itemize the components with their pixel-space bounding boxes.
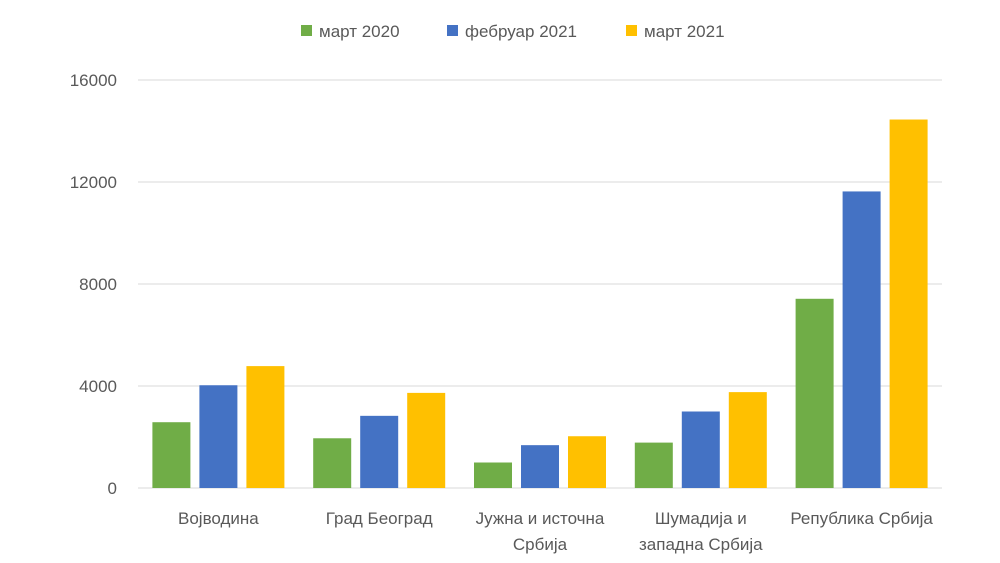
x-tick-label: Република Србија [790,509,933,528]
bar [521,445,559,488]
x-tick-label: Србија [513,535,568,554]
bar [474,462,512,488]
x-axis: Војводина Град Београд Јужна и источна Срби… [178,509,933,554]
bar [246,366,285,488]
bar [842,191,881,488]
legend-swatch [301,25,312,36]
bar [568,436,606,488]
bar [360,415,399,488]
bar [407,392,446,488]
legend-label: март 2020 [319,22,400,41]
x-tick-label: Шумадија и [655,509,747,528]
bar [152,422,191,488]
x-tick-label: Јужна и источна [476,509,605,528]
y-tick-label: 8000 [79,275,117,294]
legend: март 2020 фебруар 2021 март 2021 [301,22,725,41]
legend-label: фебруар 2021 [465,22,577,41]
y-tick-label: 4000 [79,377,117,396]
legend-label: март 2021 [644,22,725,41]
bar [199,385,238,488]
x-tick-label: Војводина [178,509,259,528]
legend-swatch [447,25,458,36]
x-tick-label: Град Београд [326,509,433,528]
bar [313,438,352,488]
bar [795,298,834,488]
bar [889,119,928,489]
y-axis: 0 4000 8000 12000 16000 [70,71,117,498]
bar [728,392,767,488]
y-tick-label: 16000 [70,71,117,90]
bars [152,119,928,489]
bar [681,411,720,488]
legend-swatch [626,25,637,36]
x-tick-label: западна Србија [639,535,763,554]
bar [634,442,673,488]
y-tick-label: 0 [108,479,117,498]
y-tick-label: 12000 [70,173,117,192]
